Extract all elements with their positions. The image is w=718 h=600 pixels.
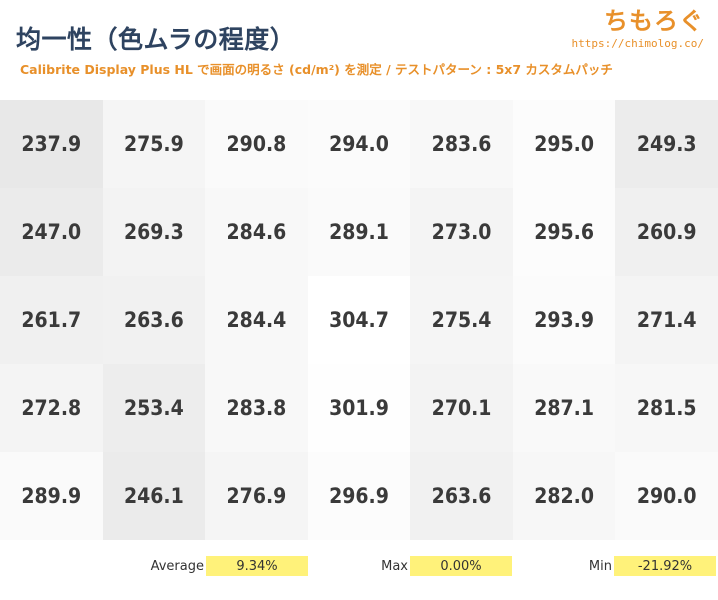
heatmap-cell-r5-c3: 276.9	[205, 452, 308, 540]
uniformity-heatmap: 237.9 275.9 290.8 294.0 283.6 295.0 249.3 247.0…	[0, 100, 718, 540]
heatmap-cell-r2-c3: 284.6	[205, 188, 308, 276]
heatmap-cell-r5-c7: 290.0	[615, 452, 718, 540]
heatmap-cell-r4-c5: 270.1	[410, 364, 513, 452]
heatmap-cell-r5-c5: 263.6	[410, 452, 513, 540]
heatmap-cell-r5-c4: 296.9	[307, 452, 411, 540]
heatmap-cell-r1-c7: 249.3	[615, 100, 718, 188]
heatmap-cell-r1-c6: 295.0	[512, 100, 616, 188]
heatmap-cell-r1-c4: 294.0	[307, 100, 411, 188]
heatmap-cell-r4-c3: 283.8	[205, 364, 308, 452]
average-value: 9.34%	[206, 556, 308, 576]
heatmap-cell-r3-c6: 293.9	[512, 276, 616, 364]
max-label: Max	[381, 559, 408, 574]
heatmap-cell-r3-c7: 271.4	[615, 276, 718, 364]
heatmap-cell-r4-c2: 253.4	[102, 364, 206, 452]
heatmap-cell-r3-c3: 284.4	[205, 276, 308, 364]
heatmap-cell-r4-c6: 287.1	[512, 364, 616, 452]
heatmap-cell-r1-c3: 290.8	[205, 100, 308, 188]
heatmap-cell-r1-c1: 237.9	[0, 100, 103, 188]
average-label: Average	[150, 559, 204, 574]
heatmap-cell-r1-c5: 283.6	[410, 100, 513, 188]
stats-footer: Average 9.34% Max 0.00% Min -21.92%	[0, 540, 718, 600]
heatmap-cell-r4-c1: 272.8	[0, 364, 103, 452]
heatmap-cell-r5-c1: 289.9	[0, 452, 103, 540]
brand-url: https://chimolog.co/	[571, 37, 704, 50]
heatmap-cell-r2-c1: 247.0	[0, 188, 103, 276]
heatmap-cell-r4-c4: 301.9	[307, 364, 411, 452]
brand-name: ちもろぐ	[604, 7, 704, 35]
brand-logo: ちもろぐ https://chimolog.co/	[554, 4, 704, 50]
heatmap-cell-r2-c4: 289.1	[307, 188, 411, 276]
heatmap-cell-r2-c2: 269.3	[102, 188, 206, 276]
heatmap-cell-r5-c2: 246.1	[102, 452, 206, 540]
min-value: -21.92%	[614, 556, 716, 576]
heatmap-cell-r2-c7: 260.9	[615, 188, 718, 276]
chart-subtitle: Calibrite Display Plus HL で画面の明るさ (cd/m²…	[20, 62, 613, 77]
max-value: 0.00%	[410, 556, 512, 576]
heatmap-cell-r3-c5: 275.4	[410, 276, 513, 364]
heatmap-cell-r3-c1: 261.7	[0, 276, 103, 364]
heatmap-cell-r5-c6: 282.0	[512, 452, 616, 540]
chart-title: 均一性（色ムラの程度）	[16, 25, 296, 54]
heatmap-cell-r2-c5: 273.0	[410, 188, 513, 276]
min-label: Min	[588, 559, 612, 574]
heatmap-cell-r1-c2: 275.9	[102, 100, 206, 188]
chart-header: 均一性（色ムラの程度） Calibrite Display Plus HL で画…	[0, 0, 718, 100]
heatmap-cell-r4-c7: 281.5	[615, 364, 718, 452]
heatmap-cell-r3-c4: 304.7	[307, 276, 411, 364]
heatmap-cell-r2-c6: 295.6	[512, 188, 616, 276]
heatmap-cell-r3-c2: 263.6	[102, 276, 206, 364]
